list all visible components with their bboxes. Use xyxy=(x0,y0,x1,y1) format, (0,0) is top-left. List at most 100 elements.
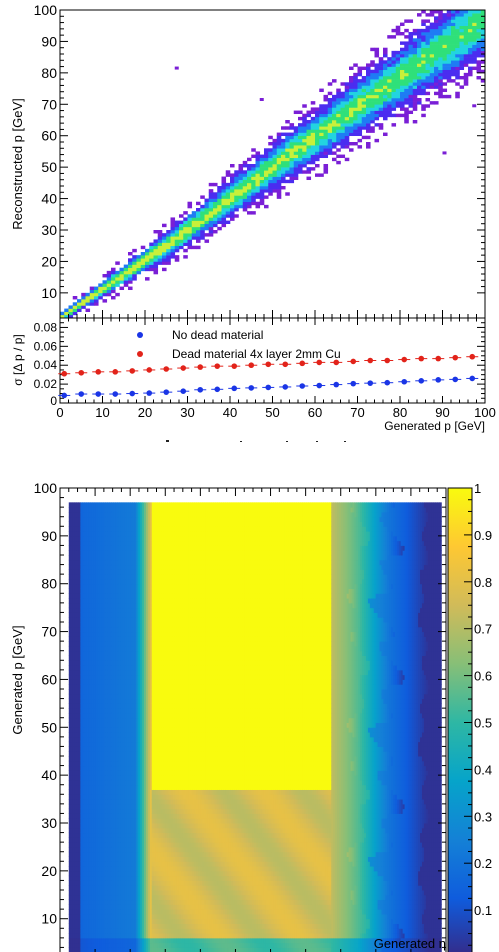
heatmap-cell xyxy=(408,88,414,93)
efficiency-cell xyxy=(91,856,95,862)
heatmap-cell xyxy=(349,76,354,80)
efficiency-cell xyxy=(111,837,114,843)
heatmap-cell xyxy=(213,211,218,215)
efficiency-cell xyxy=(84,827,87,834)
efficiency-cell xyxy=(74,784,77,790)
heatmap-cell xyxy=(255,151,261,155)
efficiency-cell xyxy=(88,516,91,522)
heatmap-cell xyxy=(145,258,150,262)
heatmap-cell xyxy=(400,104,405,108)
efficiency-cell xyxy=(72,593,76,599)
heatmap-cell xyxy=(421,57,426,61)
heatmap-cell xyxy=(298,129,303,133)
efficiency-cell xyxy=(78,660,81,666)
efficiency-cell xyxy=(118,756,122,762)
efficiency-cell xyxy=(68,789,72,795)
efficiency-cell xyxy=(99,511,103,518)
efficiency-cell xyxy=(90,507,93,513)
efficiency-cell xyxy=(109,583,112,589)
efficiency-cell xyxy=(72,947,76,952)
heatmap-cell xyxy=(242,198,248,203)
heatmap-cell xyxy=(187,214,193,218)
heatmap-cell xyxy=(162,248,167,253)
efficiency-cell xyxy=(120,550,124,556)
efficiency-cell xyxy=(82,794,85,800)
heatmap-cell xyxy=(417,47,422,52)
heatmap-cell xyxy=(238,186,244,190)
efficiency-cell xyxy=(95,756,99,762)
heatmap-cell xyxy=(374,82,380,86)
efficiency-cell xyxy=(95,861,99,867)
heatmap-cell xyxy=(276,135,282,140)
efficiency-cell xyxy=(91,880,95,886)
efficiency-cell xyxy=(99,703,103,709)
heatmap-cell xyxy=(374,101,380,105)
efficiency-cell xyxy=(111,636,114,642)
efficiency-cell xyxy=(97,631,101,637)
efficiency-cell xyxy=(76,928,79,934)
efficiency-cell xyxy=(95,617,99,623)
efficiency-cell xyxy=(76,818,79,824)
heatmap-cell xyxy=(463,72,469,77)
efficiency-cell xyxy=(126,593,130,599)
efficiency-cell xyxy=(78,775,81,781)
efficiency-cell xyxy=(70,923,74,929)
efficiency-cell xyxy=(101,827,105,834)
efficiency-cell xyxy=(90,928,93,934)
efficiency-cell xyxy=(107,827,110,834)
efficiency-cell xyxy=(72,665,76,671)
efficiency-cell xyxy=(84,612,87,618)
heatmap-cell xyxy=(446,10,452,14)
efficiency-cell xyxy=(107,808,110,814)
efficiency-cell xyxy=(103,631,106,637)
efficiency-cell xyxy=(107,612,110,618)
heatmap-cell xyxy=(442,47,448,52)
heatmap-cell xyxy=(383,72,388,77)
efficiency-cell xyxy=(82,937,85,944)
heatmap-cell xyxy=(476,60,482,64)
heatmap-cell xyxy=(285,157,290,162)
efficiency-cell xyxy=(93,602,97,609)
heatmap-cell xyxy=(361,79,367,83)
heatmap-cell xyxy=(408,69,414,74)
heatmap-cell xyxy=(268,192,273,196)
efficiency-cell xyxy=(72,574,76,580)
heatmap-cell xyxy=(85,308,91,313)
efficiency-cell xyxy=(101,631,105,637)
heatmap-cell xyxy=(196,220,201,225)
heatmap-cell xyxy=(366,145,371,149)
efficiency-cell xyxy=(68,808,72,814)
efficiency-cell xyxy=(111,947,114,952)
heatmap-cell xyxy=(383,94,388,99)
efficiency-cell xyxy=(126,894,130,901)
efficiency-cell xyxy=(93,612,97,618)
heatmap-cell xyxy=(293,132,299,137)
efficiency-cell xyxy=(93,904,97,910)
heatmap-cell xyxy=(251,195,256,199)
efficiency-cell xyxy=(97,894,101,901)
efficiency-cell xyxy=(95,770,99,776)
efficiency-cell xyxy=(76,851,79,857)
heatmap-cell xyxy=(408,79,414,83)
efficiency-cell xyxy=(126,684,130,690)
efficiency-cell xyxy=(97,947,101,952)
heatmap-cell xyxy=(421,50,426,55)
efficiency-cell xyxy=(72,861,76,867)
efficiency-cell xyxy=(115,660,118,666)
efficiency-cell xyxy=(68,521,72,527)
efficiency-cell xyxy=(126,909,130,915)
heatmap-cell xyxy=(285,145,290,149)
efficiency-cell xyxy=(117,856,120,862)
heatmap-cell xyxy=(429,76,435,80)
efficiency-cell xyxy=(118,832,122,838)
heatmap-cell xyxy=(438,72,443,77)
efficiency-cell xyxy=(80,535,83,542)
efficiency-cell xyxy=(109,732,112,738)
efficiency-cell xyxy=(118,937,122,944)
efficiency-cell xyxy=(126,818,130,824)
heatmap-cell xyxy=(302,151,307,155)
heatmap-cell xyxy=(374,91,380,96)
heatmap-cell xyxy=(204,217,210,221)
efficiency-cell xyxy=(109,870,112,877)
